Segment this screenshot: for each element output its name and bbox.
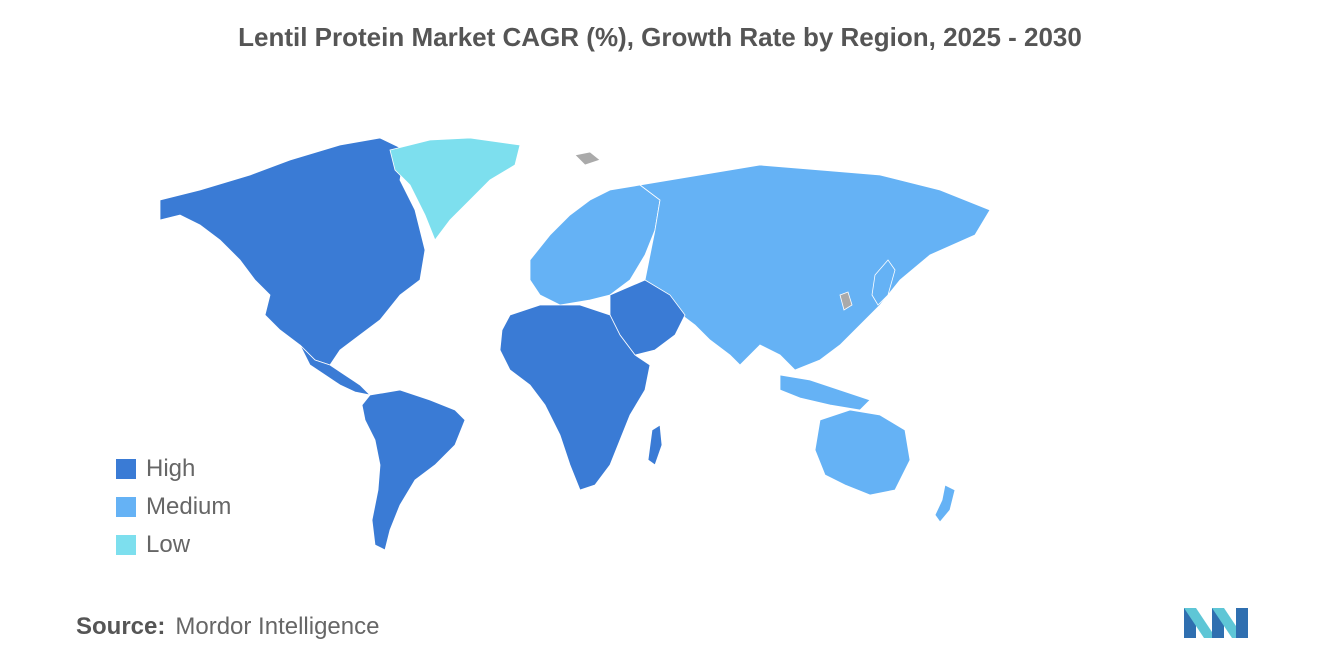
world-map (159, 137, 991, 551)
region-southeast-asia (779, 374, 871, 411)
legend-label-high: High (146, 455, 196, 482)
legend-label-medium: Medium (146, 493, 232, 520)
legend-item-low: Low (116, 526, 231, 564)
region-australia (814, 409, 911, 496)
region-madagascar (647, 424, 663, 466)
legend-label-low: Low (146, 531, 191, 558)
legend-item-high: High (116, 450, 231, 488)
region-europe (529, 184, 661, 306)
region-south-america (361, 389, 466, 551)
chart-title: Lentil Protein Market CAGR (%), Growth R… (238, 22, 1082, 52)
region-north-america (159, 137, 426, 366)
legend-swatch-low (116, 535, 136, 555)
source-label: Source: (76, 613, 166, 640)
legend-swatch-medium (116, 497, 136, 517)
region-africa (499, 304, 651, 491)
region-new-zealand (934, 484, 956, 523)
region-korea (839, 291, 853, 311)
source-value: Mordor Intelligence (175, 613, 380, 640)
legend: High Medium Low (116, 450, 231, 564)
legend-swatch-high (116, 459, 136, 479)
mordor-intelligence-logo (1184, 608, 1248, 638)
region-asia (639, 164, 991, 371)
region-japan (871, 259, 896, 306)
source-line: Source: Mordor Intelligence (76, 613, 379, 641)
region-greenland (389, 137, 521, 241)
legend-item-medium: Medium (116, 488, 231, 526)
region-svalbard (574, 151, 601, 166)
